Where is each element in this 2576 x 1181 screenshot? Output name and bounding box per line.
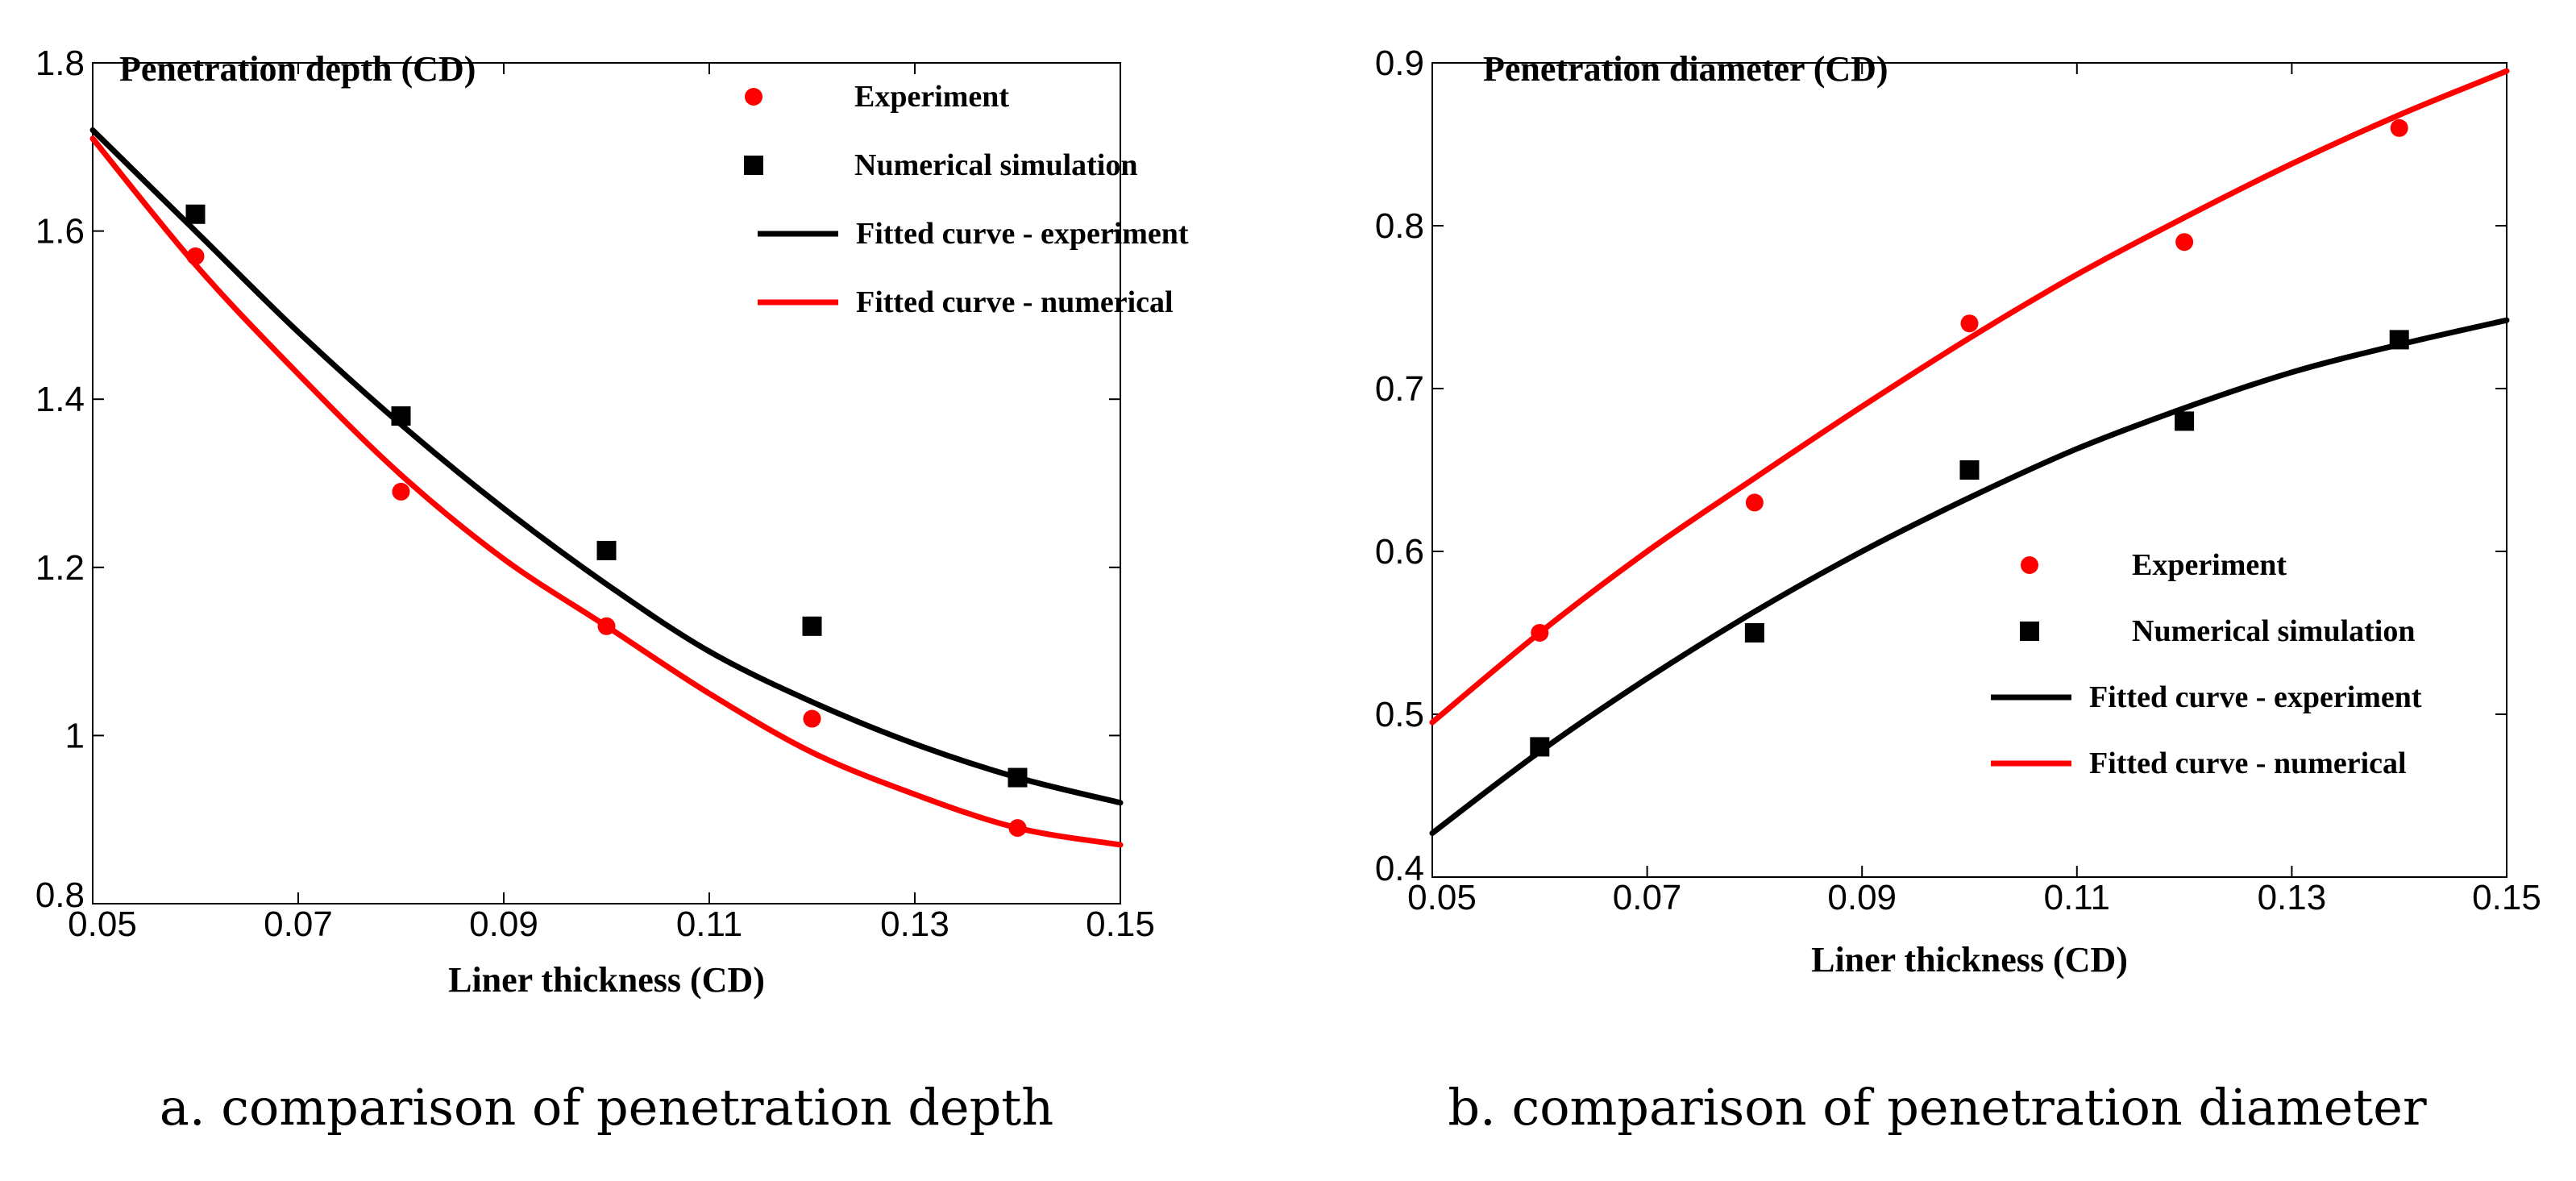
- point-numerical-simulation: [802, 616, 822, 636]
- x-tick-label: 0.09: [1827, 878, 1897, 917]
- point-numerical-simulation: [185, 204, 206, 224]
- point-experiment: [1745, 493, 1764, 512]
- plot-frame: [1431, 62, 2507, 878]
- point-numerical-simulation: [2175, 411, 2195, 431]
- point-numerical-simulation: [391, 406, 411, 426]
- legend-label-fitted-curve-experiment: Fitted curve - experiment: [2089, 680, 2422, 714]
- point-numerical-simulation: [1008, 767, 1028, 788]
- legend: Experiment Numerical simulation Fitted cur…: [744, 80, 1189, 319]
- y-tick-label: 1.8: [35, 44, 85, 83]
- point-experiment: [803, 709, 821, 728]
- y-tick-label: 1: [65, 716, 85, 755]
- x-axis-label: Liner thickness (CD): [1811, 940, 2128, 979]
- y-tick-label: 0.9: [1375, 44, 1424, 83]
- point-numerical-simulation: [2389, 330, 2409, 350]
- x-tick-label: 0.05: [1407, 878, 1477, 917]
- series-line-fitted-curve-experiment: [89, 127, 1124, 806]
- x-tick-label: 0.09: [469, 904, 538, 944]
- legend: Experiment Numerical simulation Fitted cur…: [1991, 548, 2422, 780]
- y-tick-label: 0.6: [1375, 532, 1424, 572]
- chart-title: Penetration diameter (CD): [1483, 49, 1888, 89]
- y-tick-label: 0.8: [35, 875, 85, 915]
- legend-label-fitted-curve-numerical: Fitted curve - numerical: [856, 285, 1174, 319]
- point-experiment: [1531, 624, 1549, 642]
- point-experiment: [1960, 314, 1979, 333]
- x-tick-label: 0.07: [1613, 878, 1682, 917]
- series-line-fitted-curve-numerical: [1429, 68, 2510, 726]
- figure-caption: a. comparison of penetration depth: [160, 1078, 1053, 1137]
- x-tick-label: 0.13: [880, 904, 949, 944]
- point-experiment: [2175, 233, 2194, 252]
- legend-swatch-numerical-simulation: [2020, 622, 2039, 641]
- point-experiment: [392, 482, 410, 501]
- x-tick-label: 0.13: [2258, 878, 2327, 917]
- legend-swatch-experiment: [2021, 556, 2038, 574]
- legend-label-experiment: Experiment: [854, 80, 1009, 114]
- x-tick-label: 0.15: [1086, 904, 1155, 944]
- series-line-fitted-curve-experiment: [1429, 317, 2510, 836]
- series-line-fitted-curve-numerical: [89, 135, 1124, 848]
- x-axis-label: Liner thickness (CD): [448, 960, 765, 1000]
- panel-a-penetration-depth: 0.05 0.07 0.09 0.11 0.13 0.15 0.8 1 1.2 1.4 1.6 1.8…: [35, 44, 1189, 1137]
- legend-label-numerical-simulation: Numerical simulation: [854, 148, 1137, 182]
- legend-label-numerical-simulation: Numerical simulation: [2132, 614, 2415, 648]
- point-experiment: [186, 247, 205, 265]
- y-tick-label: 1.2: [35, 548, 85, 588]
- figure-caption: b. comparison of penetration diameter: [1448, 1078, 2427, 1137]
- y-tick-label: 0.4: [1375, 849, 1424, 888]
- x-tick-label: 0.15: [2472, 878, 2541, 917]
- point-numerical-simulation: [1530, 737, 1550, 757]
- legend-label-fitted-curve-numerical: Fitted curve - numerical: [2089, 746, 2407, 780]
- point-numerical-simulation: [1959, 460, 1980, 480]
- y-tick-label: 0.8: [1375, 206, 1424, 246]
- y-tick-label: 0.5: [1375, 695, 1424, 734]
- plot-frame: [92, 62, 1121, 904]
- x-tick-label: 0.05: [68, 904, 137, 944]
- x-tick-label: 0.11: [2044, 878, 2110, 917]
- point-experiment: [2390, 119, 2408, 137]
- legend-swatch-experiment: [745, 88, 762, 106]
- legend-label-experiment: Experiment: [2132, 548, 2287, 582]
- y-tick-label: 1.6: [35, 212, 85, 252]
- point-experiment: [597, 617, 616, 635]
- point-numerical-simulation: [1744, 623, 1764, 642]
- y-tick-label: 1.4: [35, 380, 85, 419]
- panel-b-penetration-diameter: 0.05 0.07 0.09 0.11 0.13 0.15 0.4 0.5 0.6 0.7 0.8 0…: [1375, 44, 2541, 1137]
- legend-swatch-numerical-simulation: [744, 156, 763, 175]
- point-numerical-simulation: [596, 540, 617, 560]
- x-tick-label: 0.11: [676, 904, 742, 944]
- chart-title: Penetration depth (CD): [119, 49, 476, 89]
- x-tick-label: 0.07: [264, 904, 333, 944]
- point-experiment: [1008, 819, 1027, 838]
- y-tick-label: 0.7: [1375, 369, 1424, 409]
- legend-label-fitted-curve-experiment: Fitted curve - experiment: [856, 217, 1189, 251]
